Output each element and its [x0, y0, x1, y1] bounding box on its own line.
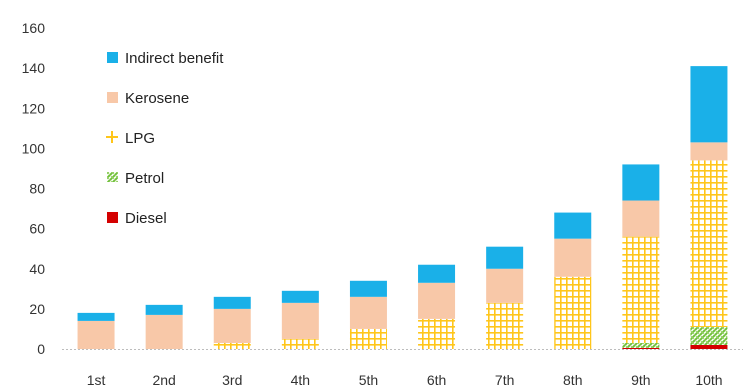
y-tick-label: 80 [29, 181, 45, 197]
x-tick-label: 4th [291, 372, 310, 388]
x-tick-label: 5th [359, 372, 378, 388]
bar-kerosene-1st [77, 320, 115, 349]
bar-indirect-benefit-5th [349, 280, 387, 297]
bar-kerosene-8th [554, 238, 592, 277]
bar-lpg-7th [486, 302, 524, 349]
bar-kerosene-4th [281, 302, 319, 339]
bar-kerosene-7th [486, 268, 524, 303]
x-tick-label: 8th [563, 372, 582, 388]
bar-lpg-6th [418, 318, 456, 349]
bar-indirect-benefit-1st [77, 312, 115, 321]
legend-swatch-petrol [107, 172, 118, 182]
y-tick-label: 20 [29, 301, 45, 317]
bar-lpg-10th [690, 160, 728, 327]
y-tick-label: 100 [22, 140, 46, 156]
bar-kerosene-2nd [145, 314, 183, 349]
bar-indirect-benefit-9th [622, 164, 660, 201]
y-tick-label: 140 [22, 60, 46, 76]
bar-diesel-10th [690, 344, 728, 349]
bar-kerosene-10th [690, 142, 728, 161]
bar-lpg-9th [622, 236, 660, 343]
bar-petrol-9th [622, 342, 660, 348]
bar-indirect-benefit-10th [690, 66, 728, 143]
legend: Indirect benefit Kerosene LPG Petrol Diesel [106, 50, 224, 227]
x-tick-label: 3rd [222, 372, 242, 388]
x-tick-label: 7th [495, 372, 514, 388]
bar-kerosene-5th [349, 296, 387, 329]
axes: 0 20 40 60 80 100 120 140 160 1st 2nd 3rd 4th 5th 6th 7… [22, 20, 743, 388]
legend-label-diesel: Diesel [125, 210, 167, 227]
y-tick-label: 40 [29, 261, 45, 277]
x-tick-label: 9th [631, 372, 650, 388]
bar-indirect-benefit-6th [418, 264, 456, 283]
bar-petrol-10th [690, 326, 728, 345]
legend-swatch-kerosene [107, 92, 118, 103]
legend-label-kerosene: Kerosene [125, 90, 189, 107]
bar-lpg-8th [554, 276, 592, 349]
bar-indirect-benefit-2nd [145, 304, 183, 315]
bar-indirect-benefit-8th [554, 212, 592, 239]
bar-diesel-9th [622, 347, 660, 349]
bars [77, 66, 728, 349]
bar-lpg-5th [349, 328, 387, 349]
x-tick-label: 1st [87, 372, 106, 388]
y-tick-label: 0 [37, 341, 45, 357]
bar-kerosene-3rd [213, 308, 251, 343]
bar-indirect-benefit-7th [486, 246, 524, 269]
bar-lpg-3rd [213, 342, 251, 349]
bar-indirect-benefit-4th [281, 290, 319, 303]
bar-indirect-benefit-3rd [213, 296, 251, 309]
bar-lpg-4th [281, 338, 319, 349]
legend-label-petrol: Petrol [125, 170, 164, 187]
legend-label-lpg: LPG [125, 130, 155, 147]
y-tick-label: 160 [22, 20, 46, 36]
bar-kerosene-9th [622, 200, 660, 237]
legend-swatch-indirect-benefit [107, 52, 118, 63]
legend-swatch-diesel [107, 212, 118, 223]
y-tick-label: 120 [22, 100, 46, 116]
x-tick-label: 10th [695, 372, 722, 388]
legend-label-indirect-benefit: Indirect benefit [125, 50, 224, 67]
legend-swatch-lpg [106, 131, 118, 143]
bar-kerosene-6th [418, 282, 456, 319]
x-tick-label: 2nd [152, 372, 175, 388]
x-tick-label: 6th [427, 372, 446, 388]
y-tick-label: 60 [29, 221, 45, 237]
